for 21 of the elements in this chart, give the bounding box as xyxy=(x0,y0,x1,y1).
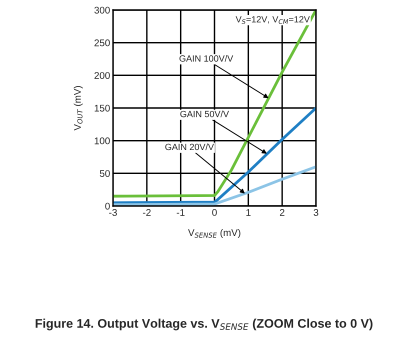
x-tick-label: -1 xyxy=(176,209,185,216)
x-tick-label: 3 xyxy=(314,209,318,216)
x-tick-label: 0 xyxy=(212,209,217,216)
y-tick-label: 200 xyxy=(94,72,110,79)
annotation: V$_{S}$=12V, V$_{CM}$=12V xyxy=(236,16,310,24)
y-tick-label: 50 xyxy=(100,170,110,177)
annotation: GAIN 20V/V xyxy=(165,144,214,150)
x-tick-label: -3 xyxy=(109,209,117,216)
x-tick-label: 1 xyxy=(246,209,251,216)
y-tick-label: 150 xyxy=(94,104,110,112)
text: Figure 14. Output Voltage vs. V$_{SENSE}$ (ZOOM Close to 0 V) xyxy=(36,318,372,330)
annotation: GAIN 100V/V xyxy=(179,55,234,62)
annotation: GAIN 50V/V xyxy=(180,110,229,118)
x-tick-label: 2 xyxy=(280,209,284,216)
y-tick-label: 100 xyxy=(94,137,110,144)
y-tick-label: 300 xyxy=(94,6,110,14)
x-tick-label: -2 xyxy=(142,209,151,216)
x-axis-title: V$_{SENSE}$ (mV) xyxy=(188,228,240,238)
y-tick-label: 250 xyxy=(94,39,110,46)
y-axis-title: V$_{OUT}$ (mV) xyxy=(74,86,83,131)
y-tick-label: 0 xyxy=(105,202,110,210)
